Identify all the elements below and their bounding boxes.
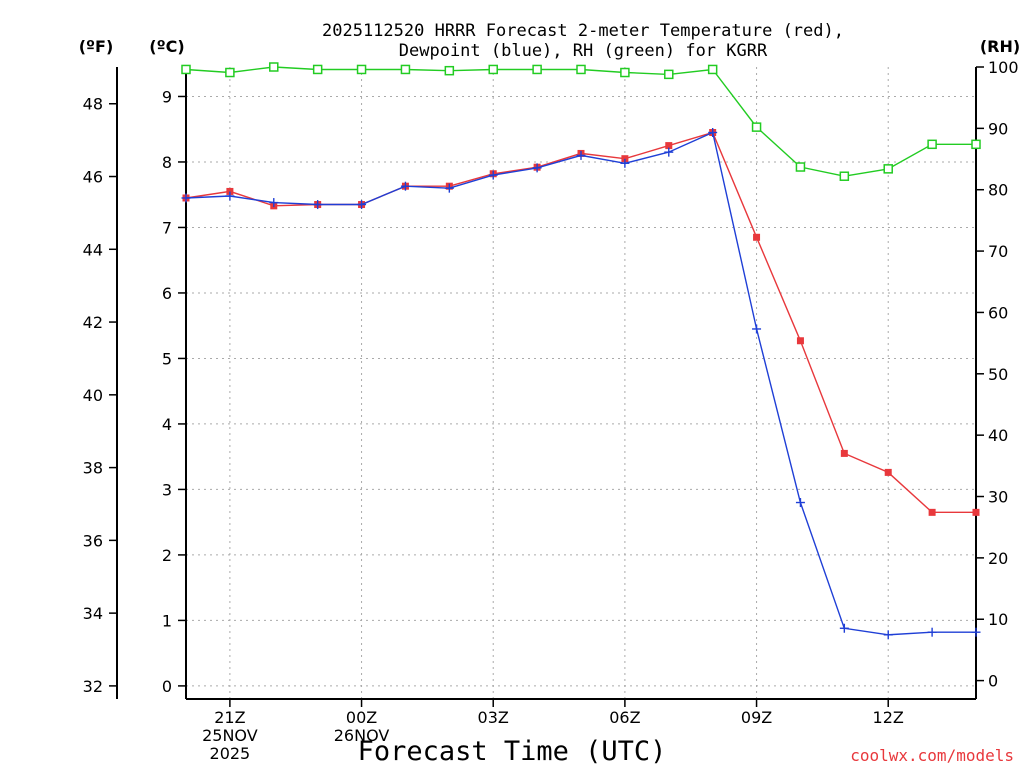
data-point-dewpoint (752, 324, 762, 334)
x-tick-label: 06Z (609, 708, 640, 727)
x-tick-label: 00Z (346, 708, 377, 727)
data-point-temperature (226, 187, 234, 195)
data-point-dewpoint (269, 198, 279, 208)
data-point-temperature (665, 142, 673, 150)
rh-tick-label: 20 (988, 549, 1008, 568)
celsius-tick-label: 2 (162, 546, 172, 565)
credit-text: coolwx.com/models (850, 746, 1014, 765)
data-point-temperature (972, 508, 980, 516)
data-point-dewpoint (225, 191, 235, 201)
data-point-dewpoint (664, 147, 674, 157)
rh-tick-label: 100 (988, 58, 1019, 77)
x-tick-label: 09Z (741, 708, 772, 727)
rh-tick-label: 40 (988, 426, 1008, 445)
series-layer (181, 62, 981, 640)
data-point-temperature (621, 155, 629, 163)
data-point-dewpoint (971, 627, 981, 637)
data-point-rh (620, 67, 630, 78)
celsius-tick-label: 5 (162, 349, 172, 368)
axes: 0123456789323436384042444648010203040506… (83, 58, 1019, 700)
data-point-rh (312, 64, 323, 75)
celsius-tick-label: 9 (162, 87, 172, 106)
data-point-rh (356, 64, 367, 75)
celsius-tick-label: 0 (162, 677, 172, 696)
fahrenheit-tick-label: 48 (83, 95, 103, 114)
data-point-temperature (753, 233, 761, 241)
data-point-rh (576, 64, 586, 75)
celsius-tick-label: 7 (162, 218, 172, 237)
data-point-dewpoint (400, 181, 410, 191)
data-point-rh (181, 64, 191, 75)
data-point-rh (488, 64, 498, 75)
fahrenheit-unit-label: (ºF) (79, 37, 114, 56)
celsius-tick-label: 1 (162, 611, 172, 630)
data-point-rh (225, 67, 235, 78)
data-point-rh (707, 64, 718, 75)
data-point-dewpoint (488, 170, 498, 180)
chart-title-line-2: Dewpoint (blue), RH (green) for KGRR (399, 41, 768, 61)
data-point-dewpoint (357, 200, 367, 210)
data-point-rh (795, 162, 806, 172)
data-point-rh (927, 139, 937, 150)
x-tick-label: 2025 (210, 744, 251, 763)
fahrenheit-tick-label: 42 (83, 313, 103, 332)
data-point-rh (839, 171, 850, 181)
celsius-tick-label: 4 (162, 415, 172, 434)
celsius-tick-label: 8 (162, 153, 172, 172)
celsius-tick-label: 3 (162, 480, 172, 499)
data-point-rh (971, 139, 981, 150)
rh-tick-label: 90 (988, 119, 1008, 138)
fahrenheit-tick-label: 40 (83, 386, 103, 405)
data-point-dewpoint (708, 127, 718, 137)
data-point-dewpoint (444, 183, 454, 193)
rh-tick-label: 80 (988, 181, 1008, 200)
rh-unit-label: (RH) (980, 37, 1020, 56)
fahrenheit-tick-label: 36 (83, 531, 103, 550)
data-point-dewpoint (620, 158, 630, 168)
fahrenheit-tick-label: 34 (83, 604, 103, 623)
data-point-dewpoint (795, 498, 805, 508)
fahrenheit-tick-label: 38 (83, 459, 103, 478)
data-point-temperature (884, 468, 892, 476)
data-point-temperature (796, 337, 804, 345)
fahrenheit-tick-label: 32 (83, 677, 103, 696)
data-point-dewpoint (839, 623, 849, 633)
celsius-unit-label: (ºC) (149, 37, 184, 56)
rh-tick-label: 70 (988, 242, 1008, 261)
celsius-tick-label: 6 (162, 284, 172, 303)
rh-tick-label: 10 (988, 610, 1008, 629)
rh-tick-label: 30 (988, 488, 1008, 507)
data-point-rh (664, 69, 674, 80)
data-point-rh (400, 64, 411, 75)
data-point-dewpoint (883, 630, 893, 640)
fahrenheit-tick-label: 46 (83, 168, 103, 187)
rh-tick-label: 0 (988, 672, 998, 691)
data-point-rh (532, 64, 542, 75)
data-point-dewpoint (576, 150, 586, 160)
data-point-dewpoint (927, 627, 937, 637)
data-point-rh (444, 65, 455, 76)
data-point-temperature (928, 508, 936, 516)
fahrenheit-tick-label: 44 (83, 240, 103, 259)
data-point-dewpoint (532, 163, 542, 173)
x-tick-label: 26NOV (334, 726, 390, 745)
x-tick-label: 25NOV (202, 726, 258, 745)
data-point-dewpoint (313, 200, 323, 210)
data-point-rh (883, 164, 893, 174)
rh-tick-label: 60 (988, 303, 1008, 322)
x-axis-label: Forecast Time (UTC) (358, 736, 667, 767)
x-tick-label: 21Z (214, 708, 245, 727)
x-tick-label: 03Z (478, 708, 509, 727)
data-point-dewpoint (181, 193, 191, 203)
x-tick-label: 12Z (873, 708, 904, 727)
chart-title-line-1: 2025112520 HRRR Forecast 2-meter Tempera… (322, 21, 844, 41)
rh-tick-label: 50 (988, 365, 1008, 384)
data-point-temperature (840, 449, 848, 457)
data-point-rh (269, 62, 279, 72)
data-point-rh (751, 122, 762, 132)
